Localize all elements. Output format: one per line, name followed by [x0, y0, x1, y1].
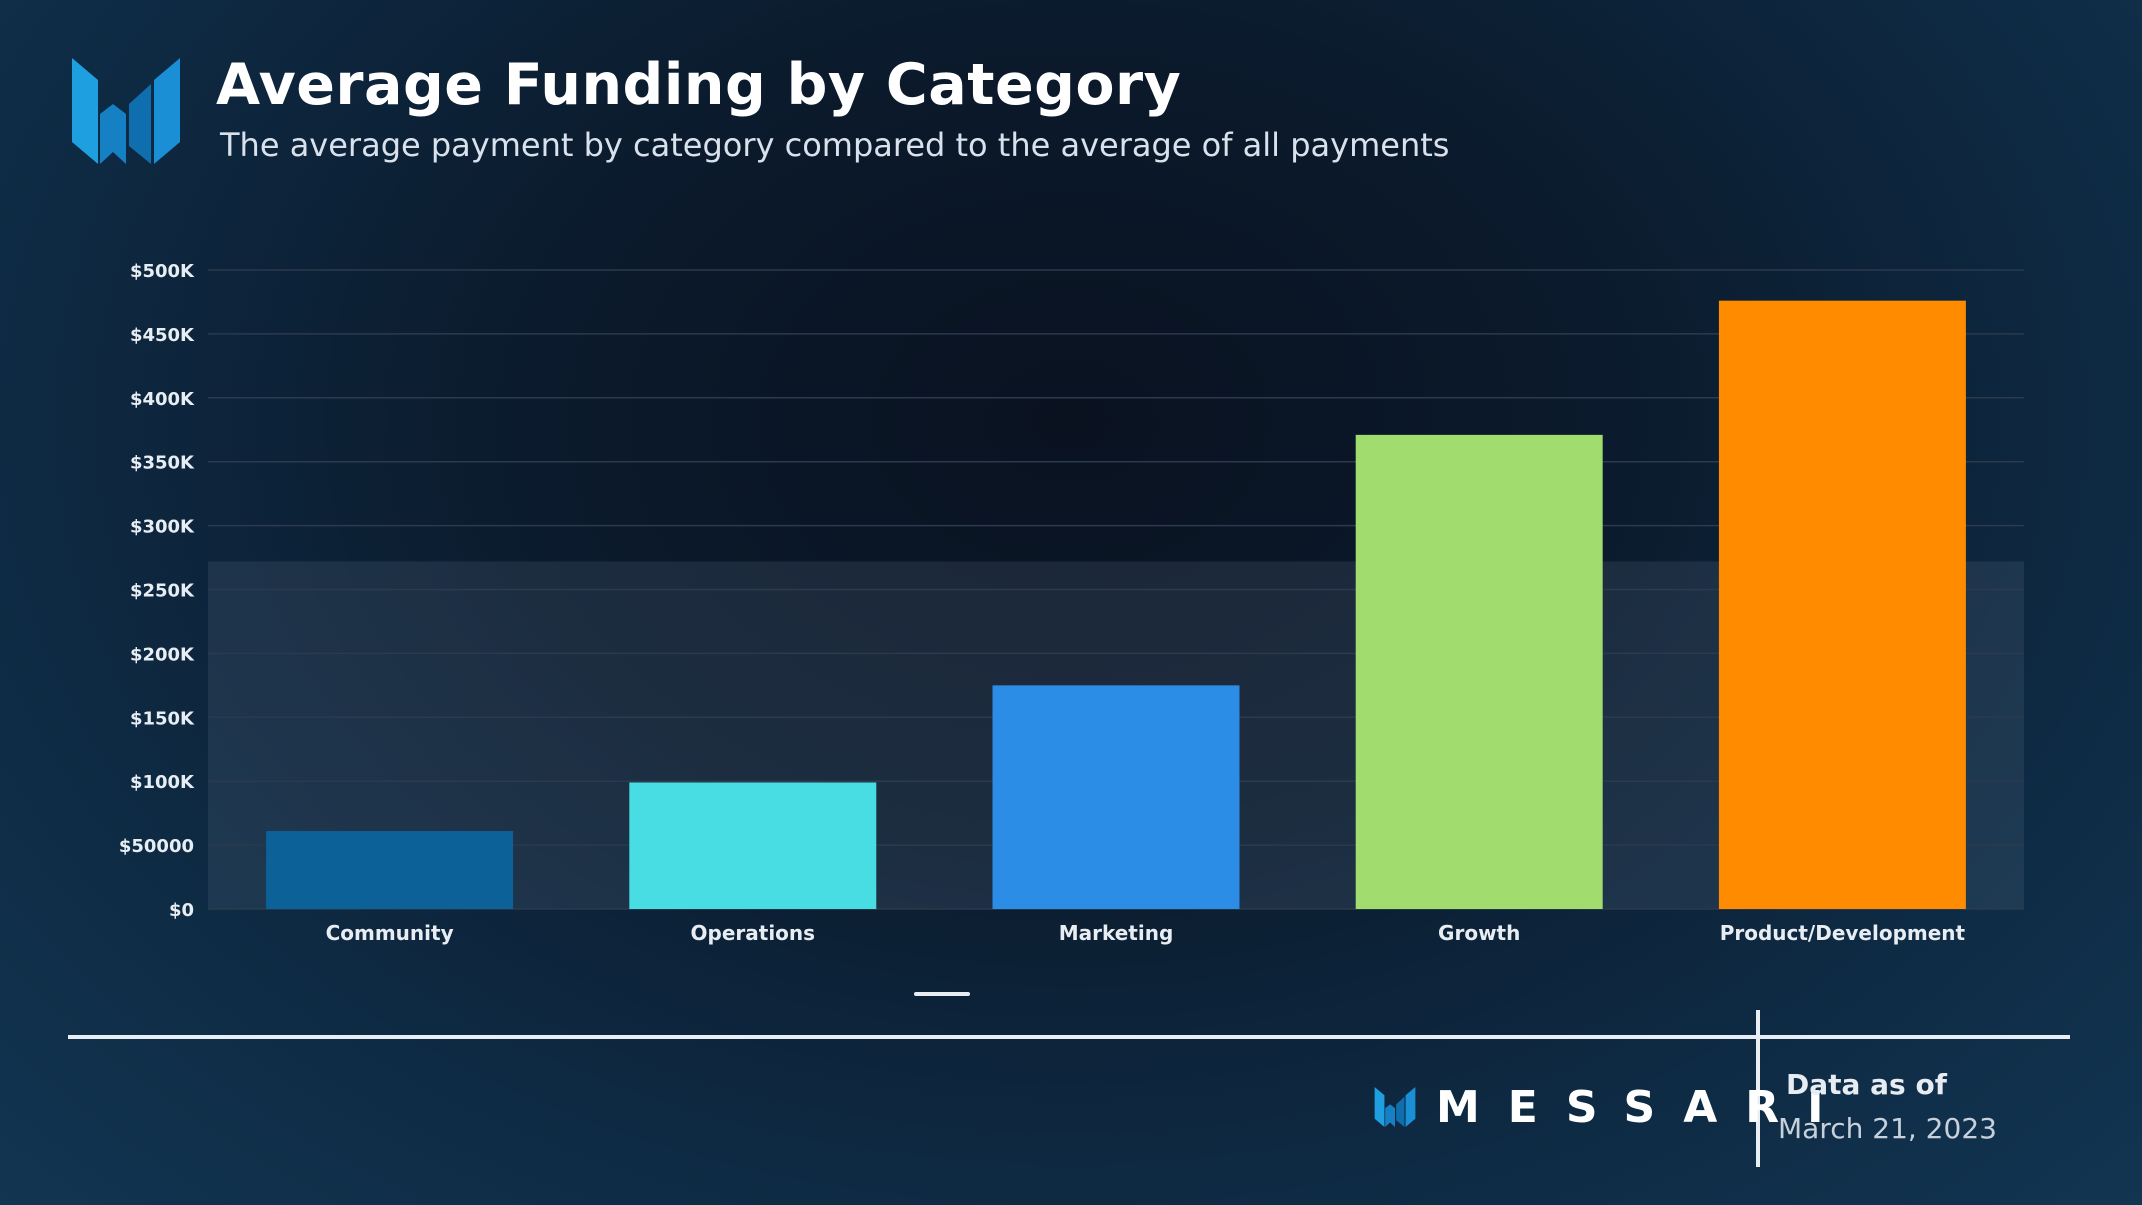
- y-tick-label: $100K: [130, 772, 195, 793]
- footer-divider-line: [68, 1035, 2070, 1039]
- x-category-label: Operations: [691, 921, 816, 945]
- bar: [629, 782, 877, 909]
- data-as-of-date: March 21, 2023: [1778, 1112, 1997, 1145]
- chart-subtitle: The average payment by category compared…: [220, 126, 1450, 164]
- y-tick-label: $250K: [130, 581, 195, 602]
- footer-vertical-divider: [1756, 1010, 1760, 1167]
- bar: [1718, 300, 1966, 909]
- y-tick-label: $400K: [130, 389, 195, 410]
- chart-title: Average Funding by Category: [216, 52, 1182, 118]
- data-as-of-label: Data as of: [1786, 1068, 1947, 1101]
- bar: [992, 685, 1240, 909]
- x-category-label: Product/Development: [1720, 921, 1966, 945]
- x-category-label: Marketing: [1059, 921, 1174, 945]
- y-tick-label: $450K: [130, 325, 195, 346]
- brand-wordmark: MESSARI: [1436, 1081, 1852, 1133]
- footer-brand: MESSARI: [1374, 1081, 1852, 1133]
- y-tick-label: $350K: [130, 453, 195, 474]
- messari-logo-icon: [1374, 1087, 1416, 1127]
- y-tick-label: $0: [169, 900, 194, 921]
- y-tick-label: $150K: [130, 708, 195, 729]
- x-category-label: Community: [326, 921, 454, 945]
- messari-logo-icon: [72, 58, 180, 164]
- bar: [266, 831, 514, 909]
- y-tick-label: $500K: [130, 261, 195, 282]
- x-category-label: Growth: [1438, 921, 1520, 945]
- legend-average-marker: [914, 992, 970, 996]
- y-tick-label: $300K: [130, 517, 195, 538]
- bar: [1355, 434, 1603, 909]
- y-tick-label: $200K: [130, 644, 195, 665]
- y-tick-label: $50000: [119, 836, 194, 857]
